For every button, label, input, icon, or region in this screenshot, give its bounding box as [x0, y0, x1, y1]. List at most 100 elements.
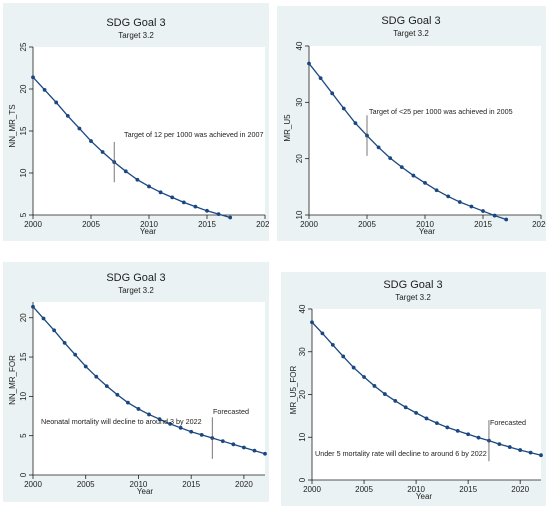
y-tick-label: 5 — [19, 212, 28, 217]
annotation-target-2007: Target of 12 per 1000 was achieved in 20… — [124, 130, 263, 139]
data-point — [434, 188, 439, 193]
x-axis-label: Year — [419, 227, 436, 236]
x-tick-label: 2020 — [256, 220, 269, 229]
data-point — [147, 412, 151, 417]
data-point — [445, 425, 450, 430]
x-tick-label: 2000 — [24, 220, 42, 229]
data-point — [104, 384, 109, 389]
data-point — [466, 432, 471, 437]
x-tick-label: 2015 — [459, 485, 477, 494]
chart-subtitle: Target 3.2 — [118, 286, 154, 295]
x-axis-label: Year — [137, 487, 154, 496]
data-point — [54, 100, 59, 105]
data-point — [351, 365, 356, 370]
data-point — [89, 139, 93, 143]
data-point — [100, 150, 105, 154]
y-tick-label: 20 — [298, 390, 307, 399]
y-tick-label: 20 — [19, 84, 28, 93]
data-point — [193, 204, 198, 209]
chart-title: SDG Goal 3 — [106, 17, 165, 29]
data-point — [62, 340, 67, 345]
data-point — [135, 177, 140, 182]
x-tick-label: 2005 — [82, 220, 100, 229]
data-point — [341, 354, 346, 359]
y-tick-label: 25 — [19, 42, 28, 51]
data-point — [168, 421, 172, 426]
x-tick-label: 2010 — [140, 220, 158, 229]
chart-panel-3: SDG Goal 3 Target 3.2 2000 2005 2010 2015 20… — [3, 262, 269, 502]
x-tick-label: 2010 — [130, 480, 148, 489]
data-point — [263, 451, 267, 456]
data-point — [507, 445, 512, 449]
chart-subtitle: Target 3.2 — [118, 31, 154, 40]
data-point — [310, 320, 314, 325]
data-point — [469, 204, 474, 209]
annotation-forecasted: Forecasted — [213, 407, 249, 416]
y-tick-label: 0 — [19, 472, 28, 477]
data-point — [216, 212, 221, 217]
data-point — [362, 375, 366, 379]
annotation-neonatal-decline: Neonatal mortality will decline to aroun… — [41, 417, 202, 426]
data-point — [231, 442, 236, 447]
data-point — [481, 209, 485, 213]
data-point — [492, 213, 497, 218]
data-point — [539, 453, 543, 458]
data-point — [341, 106, 346, 111]
chart-subtitle: Target 3.2 — [395, 293, 431, 302]
data-point — [372, 384, 377, 388]
data-point — [42, 87, 47, 92]
data-point — [199, 432, 204, 437]
data-point — [242, 445, 246, 450]
chart-subtitle: Target 3.2 — [393, 29, 429, 38]
data-point — [388, 156, 393, 161]
data-point — [455, 428, 460, 433]
y-tick-label: 20 — [295, 154, 304, 163]
data-point — [504, 217, 509, 222]
data-point — [94, 374, 99, 379]
plot-region — [312, 309, 541, 480]
x-tick-label: 2020 — [532, 220, 546, 229]
plot-area: 2000 2005 2010 2015 2020 0 5 10 15 20 — [19, 302, 267, 489]
plot-area: 2000 2005 2010 2015 2020 0 10 20 30 40 — [298, 304, 543, 494]
chart-title: SDG Goal 3 — [383, 279, 442, 291]
y-tick-label: 10 — [19, 168, 28, 177]
plot-area: 2000 2005 2010 2015 2020 10 20 30 40 — [295, 41, 546, 229]
data-point — [497, 442, 502, 446]
data-point — [330, 91, 335, 96]
data-point — [157, 417, 162, 422]
x-tick-label: 2015 — [474, 220, 492, 229]
annotation-forecasted: Forecasted — [490, 418, 526, 427]
data-point — [136, 407, 141, 411]
data-point — [31, 304, 35, 309]
data-point — [115, 392, 120, 397]
series-line — [32, 76, 231, 219]
x-tick-label: 2015 — [182, 480, 200, 489]
data-point — [330, 343, 335, 347]
data-point — [170, 195, 175, 200]
data-point — [252, 448, 257, 453]
y-tick-label: 10 — [298, 432, 307, 441]
data-point — [41, 316, 46, 321]
data-point — [307, 61, 311, 66]
y-tick-label: 10 — [295, 210, 304, 219]
plot-area: 2000 2005 2010 2015 2020 5 10 15 20 25 — [19, 42, 269, 229]
data-point — [52, 328, 56, 333]
x-tick-label: 2010 — [407, 485, 425, 494]
y-axis-label: MR_U5_FOR — [289, 366, 298, 415]
data-point — [158, 190, 163, 195]
y-axis-label: NN_MR_FOR — [8, 355, 17, 405]
chart-panel-4: SDG Goal 3 Target 3.2 2000 2005 2010 2015 20… — [281, 272, 546, 506]
data-point — [382, 392, 387, 396]
data-point — [414, 410, 418, 415]
chart-title: SDG Goal 3 — [106, 272, 165, 284]
plot-region — [33, 302, 265, 475]
data-point — [423, 180, 427, 185]
data-point — [399, 165, 404, 170]
data-point — [318, 76, 323, 81]
y-axis-label: MR_U5 — [283, 114, 292, 142]
x-tick-label: 2000 — [303, 485, 321, 494]
data-point — [189, 429, 194, 434]
chart-svg-2: SDG Goal 3 Target 3.2 2000 2005 2010 2015 20… — [277, 6, 546, 241]
data-point — [353, 121, 358, 126]
series-line — [308, 63, 507, 221]
